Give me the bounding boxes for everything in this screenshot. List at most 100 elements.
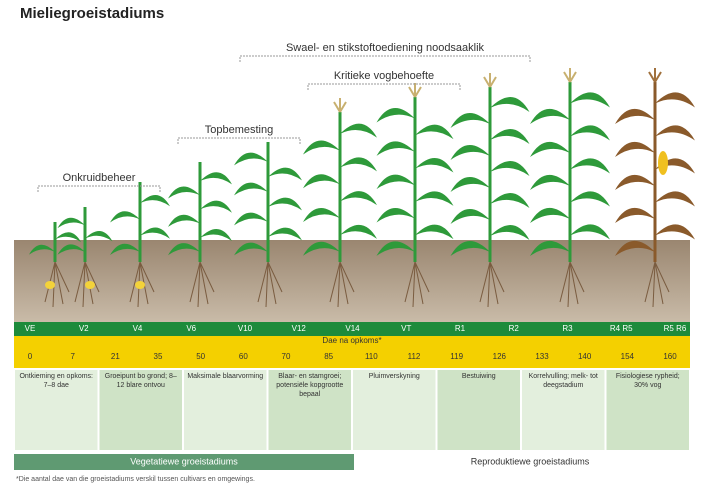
leaf bbox=[85, 231, 113, 241]
leaf bbox=[570, 191, 610, 206]
leaf bbox=[377, 141, 416, 156]
leaf bbox=[490, 193, 530, 208]
leaf bbox=[655, 191, 695, 206]
leaf bbox=[490, 161, 530, 176]
bracket-label: Onkruidbeheer bbox=[63, 172, 136, 184]
leaf bbox=[303, 141, 340, 155]
leaf bbox=[615, 208, 655, 223]
day-label: 0 bbox=[28, 352, 33, 361]
day-label: 133 bbox=[535, 352, 549, 361]
tassel bbox=[409, 83, 421, 97]
bracket bbox=[178, 138, 300, 144]
leaf bbox=[415, 225, 454, 240]
leaf bbox=[200, 201, 232, 213]
note-text: Ontkieming en opkoms: 7–8 dae bbox=[18, 372, 95, 390]
leaf bbox=[110, 211, 140, 222]
leaf bbox=[570, 224, 610, 239]
leaf bbox=[415, 191, 454, 206]
leaf bbox=[303, 174, 340, 188]
day-label: 21 bbox=[111, 352, 120, 361]
leaf bbox=[615, 109, 655, 124]
cob bbox=[658, 151, 668, 175]
day-label: 70 bbox=[282, 352, 291, 361]
leaf bbox=[377, 108, 416, 123]
leaf bbox=[377, 175, 416, 190]
note-text: Korrelvulling; melk- tot deegstadium bbox=[525, 372, 602, 390]
stage-label: V12 bbox=[292, 324, 307, 333]
leaf bbox=[570, 158, 610, 173]
stage-label: R3 bbox=[562, 324, 573, 333]
tassel bbox=[334, 98, 346, 112]
leaf bbox=[490, 129, 530, 144]
tassel bbox=[484, 73, 496, 87]
leaf bbox=[340, 157, 377, 171]
leaf bbox=[530, 142, 570, 157]
stage-label: R4 R5 bbox=[610, 324, 633, 333]
leaf bbox=[655, 125, 695, 140]
stage-label: R5 R6 bbox=[664, 324, 687, 333]
day-label: 50 bbox=[196, 352, 205, 361]
leaf bbox=[490, 97, 530, 112]
seed bbox=[135, 281, 145, 289]
bracket bbox=[308, 84, 460, 90]
day-label: 85 bbox=[324, 352, 333, 361]
note: Pluimverskyning bbox=[356, 372, 433, 448]
soil bbox=[14, 240, 690, 322]
title: Mieliegroeistadiums bbox=[20, 5, 164, 22]
leaf bbox=[615, 142, 655, 157]
note-text: Fisiologiese rypheid; 30% vog bbox=[610, 372, 687, 390]
note: Ontkieming en opkoms: 7–8 dae bbox=[18, 372, 95, 448]
leaf bbox=[268, 198, 302, 211]
leaf bbox=[451, 177, 491, 192]
leaf bbox=[58, 218, 86, 228]
bracket-label: Kritieke vogbehoefte bbox=[334, 70, 434, 82]
day-label: 110 bbox=[365, 352, 378, 361]
leaf bbox=[415, 125, 454, 140]
day-label: 7 bbox=[70, 352, 75, 361]
seed bbox=[85, 281, 95, 289]
leaf bbox=[615, 175, 655, 190]
leaf bbox=[340, 124, 377, 138]
bracket bbox=[240, 56, 530, 62]
leaf bbox=[451, 145, 491, 160]
note: Korrelvulling; melk- tot deegstadium bbox=[525, 372, 602, 448]
leaf bbox=[451, 209, 491, 224]
day-label: 119 bbox=[450, 352, 463, 361]
stage-label: V14 bbox=[345, 324, 360, 333]
leaf bbox=[530, 208, 570, 223]
note: Maksimale blaarvorming bbox=[187, 372, 264, 448]
note-text: Pluimverskyning bbox=[356, 372, 433, 381]
seed bbox=[45, 281, 55, 289]
day-label: 160 bbox=[663, 352, 677, 361]
footnote: *Die aantal dae van die groeistadiums ve… bbox=[16, 476, 255, 483]
days-label: Dae na opkoms* bbox=[322, 336, 381, 345]
leaf bbox=[570, 125, 610, 140]
leaf bbox=[140, 227, 170, 238]
leaf bbox=[340, 225, 377, 239]
bracket-label: Swael- en stikstoftoediening noodsaaklik bbox=[286, 42, 485, 54]
leaf bbox=[200, 172, 232, 184]
note-text: Groeipunt bo grond; 8–12 blare ontvou bbox=[103, 372, 180, 390]
leaf bbox=[655, 224, 695, 239]
tassel bbox=[649, 68, 661, 82]
phase-label: Reproduktiewe groeistadiums bbox=[471, 456, 590, 466]
phase-label: Vegetatiewe groeistadiums bbox=[130, 456, 238, 466]
leaf bbox=[168, 186, 200, 198]
leaf bbox=[140, 195, 170, 206]
note-text: Maksimale blaarvorming bbox=[187, 372, 264, 381]
leaf bbox=[377, 208, 416, 223]
stage-label: V4 bbox=[133, 324, 143, 333]
bracket-label: Topbemesting bbox=[205, 124, 274, 136]
leaf bbox=[303, 208, 340, 222]
leaf bbox=[415, 158, 454, 173]
day-label: 154 bbox=[621, 352, 635, 361]
leaf bbox=[200, 229, 232, 241]
note: Bestuiwing bbox=[441, 372, 518, 448]
leaf bbox=[530, 175, 570, 190]
stage-label: R1 bbox=[455, 324, 466, 333]
note-text: Bestuiwing bbox=[441, 372, 518, 381]
leaf bbox=[268, 228, 302, 241]
stage-label: VE bbox=[25, 324, 36, 333]
note: Groeipunt bo grond; 8–12 blare ontvou bbox=[103, 372, 180, 448]
stage-label: V6 bbox=[186, 324, 196, 333]
